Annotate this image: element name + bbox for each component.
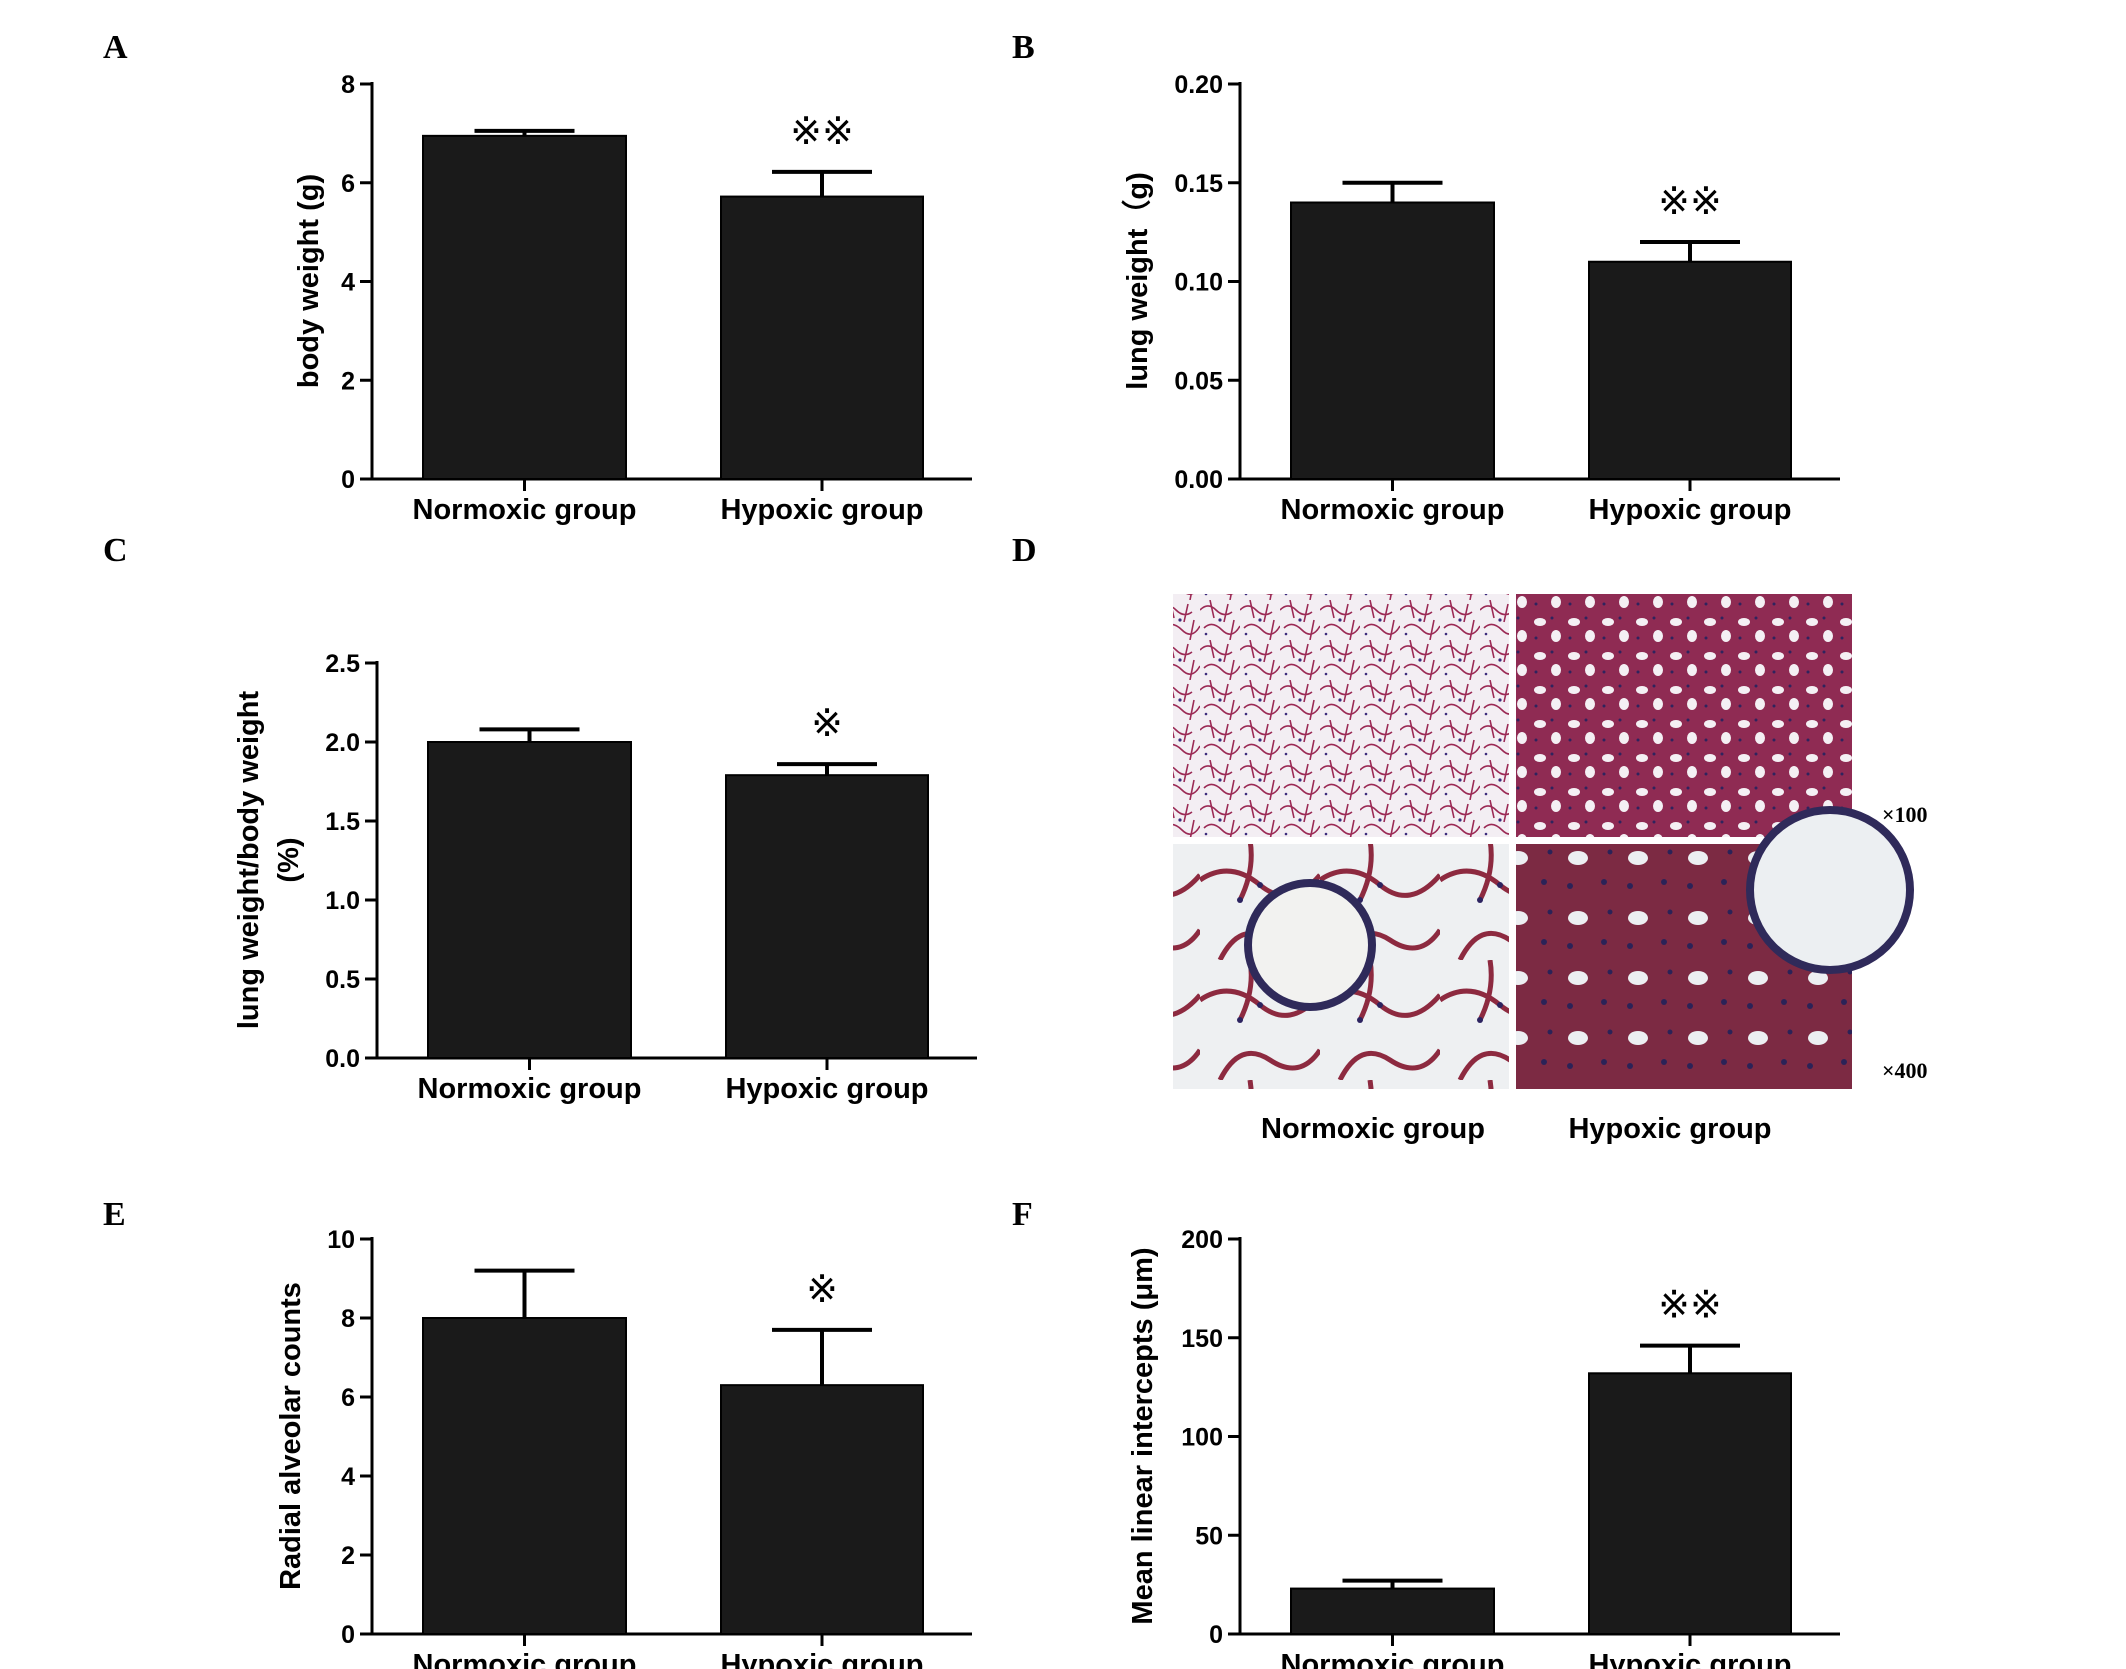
y-tick-label: 6 [341, 1384, 355, 1412]
y-tick-label: 150 [1181, 1325, 1223, 1353]
y-tick-label: 8 [341, 71, 355, 99]
y-tick-label: 200 [1181, 1226, 1223, 1254]
y-tick-label: 0.20 [1174, 71, 1223, 99]
chart-body-weight: 0 2 4 6 8 Normoxic group Hypoxic group ※※ body w… [293, 71, 972, 526]
panel-label-a: A [103, 29, 128, 66]
significance-marker: ※ [811, 701, 843, 745]
y-axis-label: Radial alveolar counts [275, 1282, 307, 1590]
panel-label-b: B [1012, 29, 1035, 66]
y-axis-label: lung weight/body weight [233, 691, 265, 1030]
y-tick-label: 2.5 [325, 650, 360, 678]
y-tick-label: 1.0 [325, 887, 360, 915]
y-tick-label: 8 [341, 1305, 355, 1333]
y-tick-label: 0 [341, 1621, 355, 1649]
bar [720, 195, 924, 480]
y-tick-label: 4 [341, 1463, 355, 1491]
chart-radial-alveolar-counts: 0 2 4 6 8 10 Normoxic group Hypoxic group ※ Radia… [275, 1226, 972, 1669]
y-tick-label: 100 [1181, 1424, 1223, 1452]
y-axis-label: body weight (g) [293, 174, 325, 388]
histology-panel: ×100 ×400 Normoxic group Hypoxic group [1173, 594, 1928, 1145]
y-tick-label: 50 [1195, 1522, 1223, 1550]
y-tick-label: 0.05 [1174, 367, 1223, 395]
significance-marker: ※※ [1658, 179, 1722, 223]
panel-label-d: D [1012, 532, 1037, 569]
micrograph-normoxic-100x [1173, 594, 1509, 837]
histology-label-hypoxic: Hypoxic group [1568, 1113, 1771, 1145]
y-tick-label: 0 [341, 466, 355, 494]
y-tick-label: 0.0 [325, 1045, 360, 1073]
bar [427, 741, 632, 1059]
y-tick-label: 10 [327, 1226, 355, 1254]
significance-marker: ※※ [790, 109, 854, 153]
chart-lung-weight: 0.00 0.05 0.10 0.15 0.20 Normoxic group Hypoxi… [1121, 71, 1840, 526]
x-tick-label: Normoxic group [413, 494, 637, 526]
x-tick-label: Hypoxic group [1588, 1649, 1791, 1669]
bar [720, 1384, 924, 1636]
y-tick-label: 2 [341, 1542, 355, 1570]
magnification-100: ×100 [1882, 802, 1928, 827]
bar [725, 774, 929, 1059]
chart-lung-body-ratio: 0.0 0.5 1.0 1.5 2.0 2.5 Normoxic group Hypoxic … [233, 650, 977, 1105]
y-tick-label: 0.5 [325, 966, 360, 994]
y-axis-label: Mean linear intercepts (μm) [1127, 1247, 1159, 1624]
x-tick-label: Hypoxic group [720, 1649, 923, 1669]
x-tick-label: Hypoxic group [720, 494, 923, 526]
bar [422, 1317, 627, 1635]
y-axis-label-unit: (%) [273, 837, 305, 882]
y-tick-label: 0.00 [1174, 466, 1223, 494]
bar [1290, 201, 1495, 480]
bar [422, 134, 627, 480]
y-tick-label: 2 [341, 367, 355, 395]
x-tick-label: Normoxic group [413, 1649, 637, 1669]
bar [1290, 1587, 1495, 1635]
y-tick-label: 2.0 [325, 729, 360, 757]
y-tick-label: 0.15 [1174, 170, 1223, 198]
micrograph-airway-hypoxic [1746, 806, 1914, 974]
bar [1588, 1372, 1792, 1636]
x-tick-label: Normoxic group [418, 1073, 642, 1105]
micrograph-hypoxic-100x [1516, 594, 1852, 837]
magnification-400: ×400 [1882, 1058, 1928, 1083]
y-tick-label: 0 [1209, 1621, 1223, 1649]
x-tick-label: Hypoxic group [1588, 494, 1791, 526]
chart-mean-linear-intercepts: 0 50 100 150 200 Normoxic group Hypoxic group ※… [1127, 1226, 1840, 1669]
bar [1588, 260, 1792, 480]
micrograph-airway-normoxic [1244, 879, 1376, 1011]
y-tick-label: 0.10 [1174, 269, 1223, 297]
x-tick-label: Hypoxic group [725, 1073, 928, 1105]
significance-marker: ※ [806, 1267, 838, 1311]
panel-label-e: E [103, 1196, 126, 1233]
histology-label-normoxic: Normoxic group [1261, 1113, 1485, 1145]
significance-marker: ※※ [1658, 1283, 1722, 1327]
x-tick-label: Normoxic group [1281, 494, 1505, 526]
y-tick-label: 1.5 [325, 808, 360, 836]
y-axis-label: lung weight（g) [1121, 172, 1154, 389]
panel-label-c: C [103, 532, 128, 569]
y-tick-label: 4 [341, 269, 355, 297]
x-tick-label: Normoxic group [1281, 1649, 1505, 1669]
panel-label-f: F [1012, 1196, 1033, 1233]
y-tick-label: 6 [341, 170, 355, 198]
